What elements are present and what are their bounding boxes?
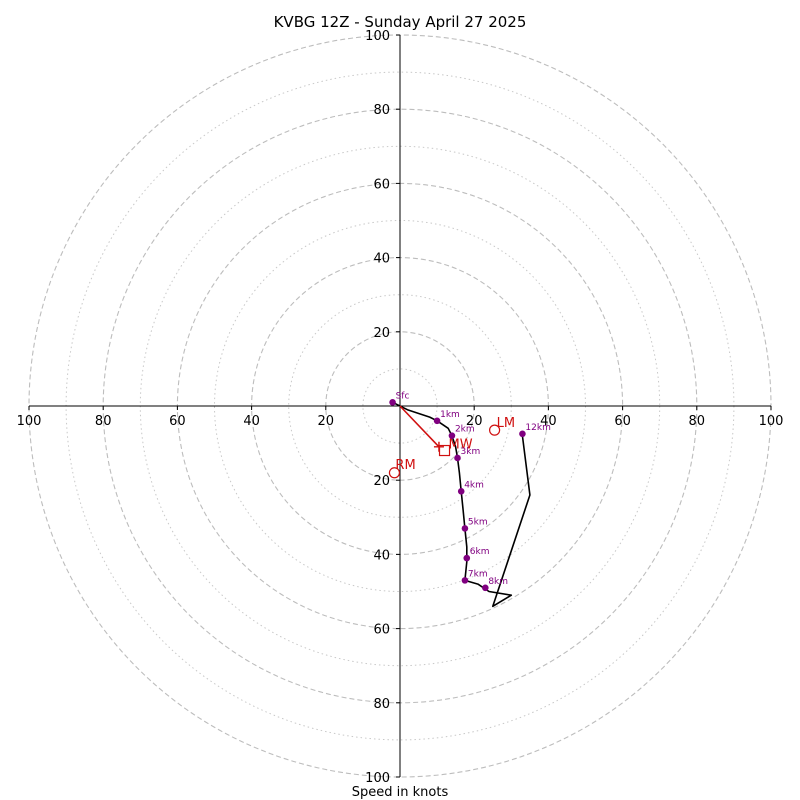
tick-label-right-4: 100 [759, 414, 784, 429]
tick-label-up-1: 40 [373, 252, 390, 267]
height-marker-4 [457, 488, 465, 495]
hodograph-line [392, 401, 531, 608]
tick-label-right-2: 60 [614, 414, 631, 429]
tick-label-down-1: 40 [373, 548, 390, 563]
height-marker-label-9: 12km [525, 423, 550, 433]
tick-label-left-0: 20 [318, 414, 335, 429]
tick-label-right-3: 80 [689, 414, 706, 429]
height-marker-label-3: 3km [461, 447, 481, 457]
height-marker-label-8: 8km [488, 577, 508, 587]
tick-label-up-0: 20 [373, 326, 390, 341]
height-marker-3 [454, 454, 461, 462]
tick-label-down-0: 20 [373, 474, 390, 489]
shear-vector [399, 405, 440, 448]
tick-label-up-2: 60 [373, 177, 390, 192]
left-mover-marker [489, 424, 501, 436]
height-marker-label-7: 7km [468, 569, 488, 579]
right-mover-label: RM [395, 458, 415, 473]
chart-title: KVBG 12Z - Sunday April 27 2025 [274, 13, 527, 31]
height-marker-1 [433, 417, 441, 425]
tick-label-left-4: 100 [17, 414, 42, 429]
height-marker-7 [461, 577, 469, 584]
height-marker-5 [461, 525, 469, 532]
height-marker-2 [448, 432, 456, 439]
storm-motion-group: MW LM RM [388, 405, 515, 479]
height-marker-label-5: 5km [468, 517, 488, 527]
tick-label-right-1: 40 [540, 414, 557, 429]
tick-label-down-2: 60 [373, 623, 390, 638]
tick-label-up-4: 100 [365, 29, 390, 44]
left-mover-label: LM [497, 416, 515, 431]
hodograph-trace [392, 401, 531, 608]
tick-label-left-1: 40 [243, 414, 260, 429]
tick-label-down-3: 80 [373, 697, 390, 712]
mean-wind-label: MW [449, 438, 473, 453]
mean-wind-marker [438, 444, 451, 457]
tick-label-right-0: 20 [466, 414, 483, 429]
tick-label-down-4: 100 [365, 771, 390, 786]
height-marker-9 [519, 430, 526, 438]
x-axis-label: Speed in knots [352, 785, 449, 800]
height-marker-8 [482, 584, 489, 592]
tick-label-left-2: 60 [169, 414, 186, 429]
height-marker-label-6: 6km [470, 547, 490, 557]
tick-label-up-3: 80 [373, 103, 390, 118]
height-marker-label-1: 1km [440, 410, 460, 420]
right-mover-marker [388, 467, 401, 479]
height-marker-label-2: 2km [455, 425, 475, 435]
height-marker-0 [389, 398, 396, 406]
height-marker-label-0: Sfc [396, 391, 410, 401]
height-marker-label-4: 4km [464, 480, 484, 490]
height-marker-6 [463, 554, 471, 562]
tick-label-left-3: 80 [95, 414, 112, 429]
tick-labels: 20 20 20 20 40 40 40 40 60 60 60 60 80 80 80 80 100 100 10… [17, 29, 784, 786]
